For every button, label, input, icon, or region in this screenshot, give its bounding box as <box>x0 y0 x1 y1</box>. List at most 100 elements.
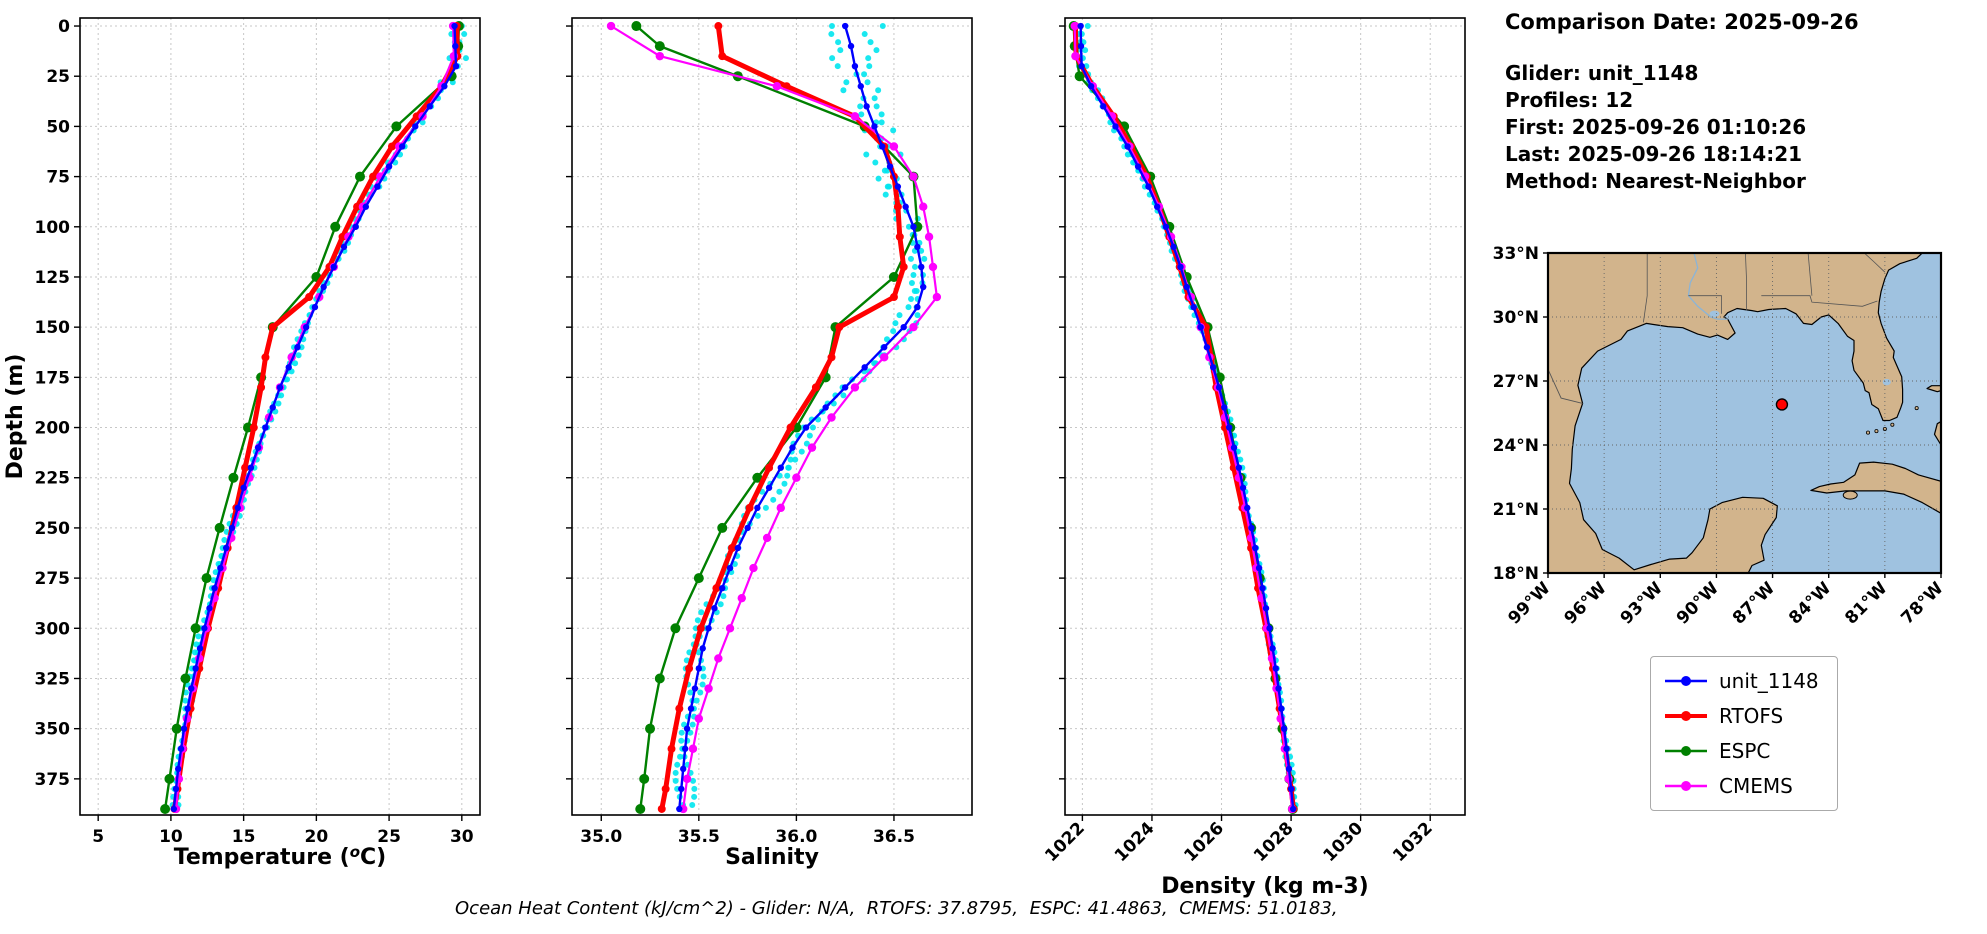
series-unit_1148-marker <box>180 725 188 732</box>
series-unit_1148-marker <box>285 364 292 371</box>
series-unit_1148-marker <box>1283 745 1290 752</box>
series-ESPC-marker <box>717 522 728 533</box>
legend-label: ESPC <box>1719 739 1771 763</box>
x-tick-label: 1024 <box>1111 818 1159 866</box>
series-CMEMS-marker <box>776 503 785 513</box>
depth-tick-label: 50 <box>46 117 70 137</box>
series-unit_1148-marker <box>217 564 224 572</box>
map-lat-label: 30°N <box>1493 308 1539 328</box>
x-tick-label: 25 <box>377 827 401 847</box>
series-ESPC-marker <box>201 573 212 584</box>
series-CMEMS-marker <box>928 262 938 272</box>
series-unit_1148-marker <box>1077 42 1085 50</box>
series-unit_1148-marker <box>777 464 784 471</box>
map-lake <box>1709 310 1720 317</box>
map-state-border <box>1807 253 1813 296</box>
series-unit_1148-marker <box>1230 444 1238 451</box>
series-CMEMS-marker <box>792 473 801 482</box>
series-RTOFS-marker <box>305 293 314 302</box>
series-ESPC-marker <box>888 271 899 282</box>
temperature-chart: 5 10 15 20 25 3002550751001251501752002252502… <box>3 17 481 870</box>
series-unit_1148-marker <box>894 183 902 190</box>
series-CMEMS <box>1070 21 1297 814</box>
series-ESPC-marker <box>391 121 402 132</box>
series-RTOFS-marker <box>728 543 736 552</box>
series-ESPC-marker <box>693 573 704 584</box>
series-unit_1148-marker <box>1209 364 1217 371</box>
x-axis-label: Density (kg m-3) <box>1161 874 1369 899</box>
series-CMEMS-marker <box>688 744 698 753</box>
series-unit_1148-marker <box>918 263 925 271</box>
series-unit_1148-marker <box>1239 484 1247 491</box>
map-lon-label: 90°W <box>1673 578 1723 628</box>
series-unit_1148-marker <box>1248 524 1255 532</box>
map-lon-label: 93°W <box>1617 578 1667 628</box>
depth-tick-label: 0 <box>58 17 70 37</box>
series-unit_1148-line <box>678 24 925 811</box>
series-RTOFS <box>657 22 908 813</box>
map-state-border <box>1643 253 1648 323</box>
series-unit_1148-marker <box>879 143 886 150</box>
series-CMEMS-marker <box>909 322 918 332</box>
series-unit_1148-marker <box>222 544 230 552</box>
series-unit_1148-marker <box>1087 83 1095 90</box>
series-unit_1148-marker <box>362 203 370 210</box>
series-unit_1148-marker <box>1221 404 1228 411</box>
map-lon-label: 81°W <box>1841 578 1891 628</box>
series-ESPC-line <box>635 24 919 811</box>
series-unit_1148-marker <box>1278 705 1285 712</box>
series-unit_1148-marker <box>1078 62 1085 70</box>
series-unit_1148-marker <box>765 484 773 491</box>
depth-tick-label: 325 <box>35 669 71 689</box>
series-unit_1148-marker <box>320 283 327 291</box>
x-tick-label: 36.0 <box>775 827 817 847</box>
series-CMEMS-marker <box>772 82 782 91</box>
series-CMEMS-marker <box>932 292 942 302</box>
series-RTOFS-marker <box>718 52 727 61</box>
map-state-border <box>1864 253 1886 273</box>
series-unit_1148-marker <box>441 83 448 90</box>
series-unit_1148-marker <box>1124 143 1131 150</box>
series-RTOFS-marker <box>241 463 250 472</box>
map-lat-label: 33°N <box>1493 244 1539 264</box>
series-RTOFS-marker <box>261 353 270 362</box>
series-CMEMS-marker <box>850 112 860 121</box>
map-border-us-mexico <box>1548 369 1583 404</box>
grid-lines <box>1065 18 1465 815</box>
depth-tick-label: 275 <box>35 569 71 589</box>
salinity-chart: 35.0 35.5 36.0 36.5 Salinity <box>566 17 973 870</box>
series-CMEMS-marker <box>762 533 772 543</box>
series-unit_1148-marker <box>188 685 195 692</box>
series-RTOFS-marker <box>889 293 898 302</box>
info-method-text: Method: Nearest-Neighbor <box>1505 169 1806 193</box>
series-unit_1148-marker <box>857 83 864 90</box>
series-unit_1148-marker <box>687 705 695 712</box>
series-unit_1148-marker <box>1255 564 1263 572</box>
legend-label: CMEMS <box>1719 774 1793 798</box>
series-unit_1148-marker <box>1289 805 1297 813</box>
series-ESPC-marker <box>228 472 239 483</box>
series-unit_1148-marker <box>1285 765 1293 773</box>
x-tick-label: 1028 <box>1250 818 1298 866</box>
series-unit_1148-marker <box>1145 183 1152 190</box>
series-unit_1148-marker <box>680 765 687 773</box>
x-tick-label: 10 <box>159 827 183 847</box>
series-unit_1148-marker <box>691 685 699 692</box>
series-unit_1148-marker <box>1153 203 1161 210</box>
series-RTOFS-marker <box>412 112 421 121</box>
series-unit_1148-marker <box>1183 283 1190 291</box>
series-unit_1148-marker <box>681 745 689 752</box>
series-ESPC <box>160 21 464 814</box>
series-ESPC-marker <box>654 41 665 52</box>
map-lat-label: 27°N <box>1493 372 1539 392</box>
series-unit_1148-line <box>1079 24 1295 811</box>
series-unit_1148-marker <box>170 805 178 813</box>
series-RTOFS <box>1071 22 1298 813</box>
series-unit_1148-marker <box>1134 163 1142 170</box>
series-ESPC-marker <box>654 673 665 684</box>
series-unit_1148-marker <box>1262 605 1270 612</box>
comparison-date-text: Comparison Date: 2025-09-26 <box>1505 10 1859 34</box>
series-unit_1148-marker <box>676 805 683 813</box>
series-ESPC-line <box>163 24 461 811</box>
series-unit_1148-marker <box>841 384 849 391</box>
